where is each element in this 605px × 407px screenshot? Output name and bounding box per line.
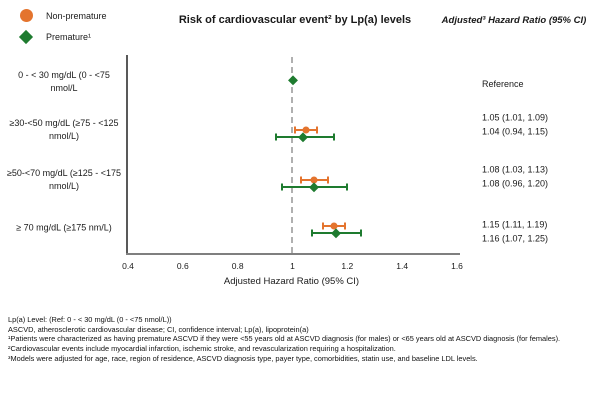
forest-plot: 0.4 0.6 0.8 1 1.2 1.4 1.6 0 - < 30 mg/dL (0 - <… [6, 55, 602, 271]
hazard-ratio-value: 1.08 (0.96, 1.20) [482, 178, 549, 189]
legend-item-non-premature: Non-premature [12, 5, 107, 26]
hazard-ratio-value: 1.05 (1.01, 1.09) [482, 112, 549, 122]
legend-label-non-premature: Non-premature [46, 10, 107, 21]
confidence-interval-cap [327, 176, 330, 183]
confidence-interval-cap [343, 222, 346, 230]
row-annotation: Reference [482, 77, 602, 92]
row-label: 0 - < 30 mg/dL (0 - <75 nmol/L [18, 70, 110, 93]
right-column-header: Adjusted³ Hazard Ratio (95% CI) [441, 15, 587, 26]
hazard-ratio-value: 1.04 (0.94, 1.15) [482, 126, 549, 137]
chart-title: Risk of cardiovascular event² by Lp(a) l… [178, 14, 412, 26]
non-premature-point-marker [302, 126, 310, 133]
x-tick-label: 0.6 [176, 261, 189, 271]
premature-point-marker [331, 228, 341, 238]
reference-dashed-line [290, 57, 293, 253]
confidence-interval-cap [299, 176, 302, 183]
legend-label-premature: Premature¹ [46, 31, 92, 42]
x-tick-label: 0.4 [122, 261, 134, 271]
x-tick-label: 1 [290, 261, 295, 271]
legend-marker-box [12, 9, 40, 22]
footnote-line: ²Cardiovascular events include myocardia… [8, 344, 396, 354]
hazard-ratio-value: 1.08 (1.03, 1.13) [482, 164, 549, 174]
confidence-interval-cap [294, 126, 297, 133]
hazard-ratio-value: Reference [482, 78, 524, 89]
confidence-interval-cap [332, 133, 335, 140]
premature-point-marker [287, 75, 298, 85]
row-annotation: 1.08 (1.03, 1.13) 1.08 (0.96, 1.20) [482, 162, 602, 191]
row-label: ≥ 70 mg/dL (≥175 nm/L) [16, 222, 112, 233]
footnote-line: ASCVD, atherosclerotic cardiovascular di… [8, 324, 309, 334]
y-axis-line [126, 55, 128, 254]
hazard-ratio-value: 1.16 (1.07, 1.25) [482, 233, 549, 244]
premature-point-marker [309, 181, 320, 192]
x-axis-line [126, 253, 460, 255]
x-tick-label: 1.4 [396, 261, 409, 271]
row-annotation: 1.05 (1.01, 1.09) 1.04 (0.94, 1.15) [482, 110, 602, 139]
confidence-interval-cap [321, 222, 324, 230]
legend-item-premature: Premature¹ [12, 26, 107, 47]
x-tick-label: 0.8 [231, 261, 244, 271]
hazard-ratio-value: 1.15 (1.11, 1.19) [482, 219, 548, 229]
premature-point-marker [298, 131, 309, 142]
confidence-interval-cap [360, 229, 363, 237]
confidence-interval-cap [310, 229, 313, 237]
footnote-line: ¹Patients were characterized as having p… [8, 334, 561, 344]
x-axis-title: Adjusted Hazard Ratio (95% CI) [223, 276, 360, 287]
confidence-interval-cap [280, 183, 283, 190]
footnotes: Lp(a) Level: (Ref: 0 - < 30 mg/dL (0 - <… [8, 315, 600, 364]
confidence-interval-cap [275, 133, 278, 140]
legend: Non-premature Premature¹ [12, 5, 107, 47]
row-label: ≥30-<50 mg/dL (≥75 - <125 nmol/L) [9, 118, 119, 141]
confidence-interval-cap [346, 183, 349, 190]
non-premature-circle-icon [19, 9, 33, 22]
non-premature-point-marker [310, 176, 318, 183]
row-label: ≥50-<70 mg/dL (≥125 - <175 nmol/L) [6, 168, 122, 191]
confidence-interval-cap [316, 126, 319, 133]
non-premature-point-marker [330, 222, 338, 230]
x-tick-label: 1.2 [341, 261, 354, 271]
footnote-line: ³Models were adjusted for age, race, reg… [8, 353, 478, 363]
footnote-line: Lp(a) Level: (Ref: 0 - < 30 mg/dL (0 - <… [8, 315, 172, 324]
row-annotation: 1.15 (1.11, 1.19) 1.16 (1.07, 1.25) [482, 217, 602, 246]
x-tick-label: 1.6 [451, 261, 463, 271]
